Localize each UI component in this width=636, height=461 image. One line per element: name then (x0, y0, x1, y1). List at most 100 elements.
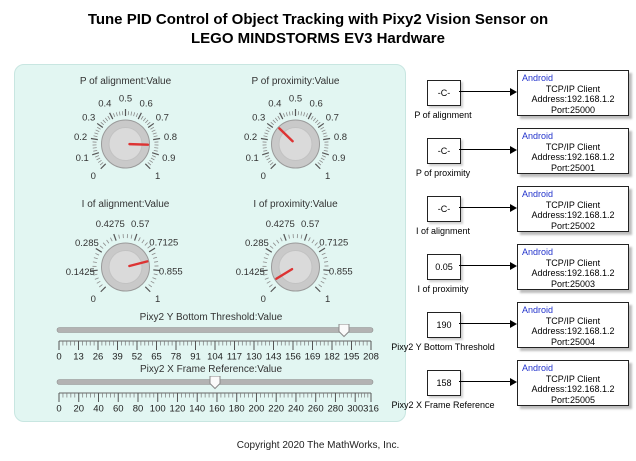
knob-minor-tick (153, 256, 158, 259)
knob-minor-tick (92, 147, 97, 149)
knob-tick-label: 0.855 (329, 267, 353, 278)
constant-block[interactable]: -C- (427, 80, 461, 106)
ruler-tick-label: 143 (266, 352, 282, 363)
tcpip-client-block[interactable]: Android TCP/IP Client Address:192.168.1.… (517, 128, 629, 174)
knob-dial-p-of-proximity[interactable]: 0 0.1 0.2 0.3 0.4 0.5 0.6 0.7 0.8 0.9 1 (203, 88, 388, 199)
knob-major-tick (95, 247, 103, 253)
knob-dial-i-of-alignment[interactable]: 0 0.1425 0.285 0.4275 0.57 0.7125 0.855 1 (33, 211, 218, 322)
tcp-address: Address:192.168.1.2 (531, 152, 615, 162)
ruler-tick-label: 140 (189, 404, 205, 415)
slider-svg[interactable]: 0 13 26 39 52 65 78 91 104 117 130 143 156 169 182 195 2… (31, 323, 391, 363)
ruler-tick-label: 182 (324, 352, 340, 363)
tcpip-client-block[interactable]: Android TCP/IP Client Address:192.168.1.… (517, 244, 629, 290)
tcp-port: Port:25003 (550, 278, 596, 289)
knob-minor-tick (153, 273, 158, 276)
tcpip-client-block[interactable]: Android TCP/IP Client Address:192.168.1.… (517, 360, 629, 406)
constant-value: 190 (436, 320, 452, 330)
slider-svg[interactable]: 0 20 40 60 80 100 120 140 160 180 200 220 240 260 280 3… (31, 375, 391, 415)
knob-minor-tick (323, 135, 328, 138)
signal-line (459, 265, 511, 266)
knob-tick-label: 0.57 (301, 219, 320, 230)
knob-dial-svg[interactable]: 0 0.1425 0.285 0.4275 0.57 0.7125 0.855 1 (33, 211, 218, 317)
ruler-tick-label: 316 (363, 404, 379, 415)
knob-tick-label: 0.1 (246, 153, 259, 164)
slider-track[interactable] (56, 327, 374, 333)
tcp-address: Address:192.168.1.2 (531, 210, 615, 220)
knob-minor-tick (316, 121, 321, 126)
knob-minor-tick (320, 126, 325, 130)
knob-minor-tick (150, 157, 155, 161)
knob-cap[interactable] (108, 250, 143, 284)
knob-p-of-alignment[interactable]: P of alignment:Value 0 0.1 0.2 0.3 0.4 0.5 0.6… (33, 75, 218, 197)
slider-thumb[interactable] (209, 375, 221, 390)
knob-minor-tick (264, 277, 269, 280)
constant-block[interactable]: -C- (427, 138, 461, 164)
constant-block[interactable]: 190 (427, 312, 461, 338)
knob-tick-label: 0.6 (140, 98, 153, 109)
model-title: Tune PID Control of Object Tracking with… (0, 10, 636, 48)
knob-minor-tick (150, 280, 155, 284)
ruler-tick-label: 0 (56, 404, 61, 415)
slider-pixy2-x-frame-reference[interactable]: Pixy2 X Frame Reference:Value 0 20 40 60 80 1… (31, 363, 391, 415)
knob-minor-tick (282, 113, 286, 118)
constant-label: I of proximity (417, 284, 469, 294)
knob-minor-tick (147, 245, 151, 249)
signal-line (459, 323, 511, 324)
knob-dial-svg[interactable]: 00.1 0.2 0.30.4 0.5 0.60.7 0.8 0.91 (203, 88, 388, 194)
tcpip-client-block[interactable]: Android TCP/IP Client Address:192.168.1.… (517, 302, 629, 348)
io-row-p-of-proximity: -C- P of proximity Android TCP/IP Client… (383, 128, 636, 186)
constant-block[interactable]: 158 (427, 370, 461, 396)
slider-pixy2-y-bottom-threshold[interactable]: Pixy2 Y Bottom Threshold:Value 0 13 26 39 52… (31, 311, 391, 363)
constant-value: 0.05 (435, 262, 453, 272)
knob-minor-tick (150, 126, 155, 130)
knob-minor-tick (110, 237, 113, 242)
knob-tick-label: 0.6 (310, 98, 323, 109)
knob-minor-tick (324, 147, 329, 149)
knob-minor-tick (262, 147, 267, 149)
knob-major-tick (323, 269, 331, 272)
knob-i-of-proximity[interactable]: I of proximity:Value 0 0.1425 0.285 0.4275 0… (203, 198, 388, 320)
ruler-tick-label: 20 (73, 404, 84, 415)
knob-minor-tick (94, 132, 99, 135)
constant-block[interactable]: -C- (427, 196, 461, 222)
knob-dial-svg[interactable]: 0 0.1425 0.285 0.4275 0.57 0.7125 0.855 1 (203, 211, 388, 317)
knob-minor-tick (323, 273, 328, 276)
slider-track-pixy2-y-bottom-threshold[interactable]: 0 13 26 39 52 65 78 91 104 117 130 143 156 169 182 195 2… (31, 323, 391, 367)
knob-minor-tick (141, 239, 145, 244)
constant-block[interactable]: 0.05 (427, 254, 461, 280)
signal-line (459, 149, 511, 150)
knob-tick-label: 0.1425 (66, 267, 95, 278)
ruler-tick-label: 195 (344, 352, 360, 363)
ruler-tick-label: 0 (56, 352, 61, 363)
tcpip-client-block[interactable]: Android TCP/IP Client Address:192.168.1.… (517, 70, 629, 116)
knob-label: P of alignment:Value (79, 76, 172, 87)
knob-minor-tick (320, 280, 325, 284)
ruler-tick-label: 240 (288, 404, 304, 415)
knob-minor-tick (305, 113, 309, 118)
knob-minor-tick (99, 284, 103, 288)
io-row-p-of-alignment: -C- P of alignment Android TCP/IP Client… (383, 70, 636, 128)
ruler-tick-label: 60 (113, 404, 124, 415)
knob-tick-label: 0.5 (119, 94, 132, 105)
knob-dial-i-of-proximity[interactable]: 0 0.1425 0.285 0.4275 0.57 0.7125 0.855 1 (203, 211, 388, 322)
knob-tick-label: 0.9 (162, 153, 175, 164)
knob-minor-tick (95, 155, 100, 158)
tcpip-client-block[interactable]: Android TCP/IP Client Address:192.168.1.… (517, 186, 629, 232)
knob-cap[interactable] (278, 250, 313, 284)
knob-minor-tick (145, 119, 149, 124)
knob-i-of-alignment[interactable]: I of alignment:Value 0 0.1425 0.285 0.4275 0… (33, 198, 218, 320)
ruler-tick-label: 78 (171, 352, 182, 363)
knob-dial-svg[interactable]: 00.1 0.2 0.30.4 0.5 0.60.7 0.8 0.91 (33, 88, 218, 194)
knob-tick-label: 0.7125 (319, 237, 348, 248)
knob-major-tick (283, 233, 287, 241)
knob-minor-tick (263, 149, 268, 152)
knob-p-of-proximity[interactable]: P of proximity:Value 0 0.1 0.2 0.3 0.4 0.5 0.6… (203, 75, 388, 197)
ruler-tick-label: 280 (328, 404, 344, 415)
knob-minor-tick (151, 129, 156, 133)
knob-dial-p-of-alignment[interactable]: 0 0.1 0.2 0.3 0.4 0.5 0.6 0.7 0.8 0.9 1 (33, 88, 218, 199)
knob-tick-label: 0.8 (334, 132, 347, 143)
knob-major-tick (134, 233, 138, 241)
slider-track-pixy2-x-frame-reference[interactable]: 0 20 40 60 80 100 120 140 160 180 200 220 240 260 280 3… (31, 375, 391, 419)
constant-value: 158 (436, 378, 452, 388)
slider-thumb[interactable] (338, 323, 350, 338)
